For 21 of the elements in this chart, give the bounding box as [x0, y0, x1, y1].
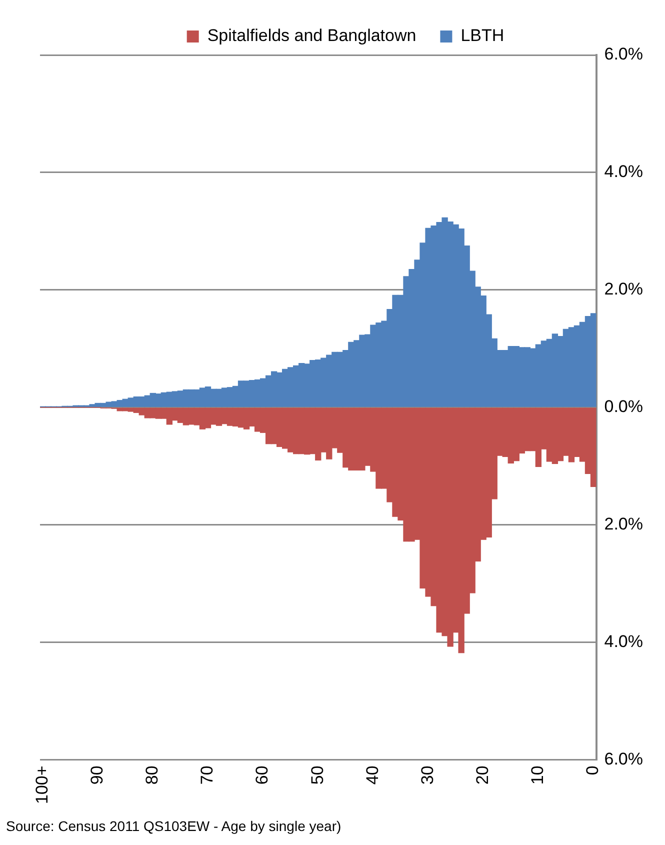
x-tick-label: 10 — [528, 766, 548, 785]
y-tick-label: 6.0% — [604, 44, 643, 64]
x-tick-label: 50 — [308, 766, 327, 785]
y-tick-label: 2.0% — [604, 280, 643, 299]
x-tick-label: 80 — [142, 766, 162, 785]
x-tick-label: 90 — [88, 766, 107, 785]
y-tick-label: 6.0% — [604, 749, 643, 768]
y-tick-label: 0.0% — [604, 397, 643, 416]
x-tick-label: 30 — [418, 766, 437, 785]
y-tick-label: 2.0% — [604, 514, 643, 534]
source-note: Source: Census 2011 QS103EW - Age by single year) — [6, 818, 342, 834]
x-tick-label: 0 — [583, 766, 602, 776]
y-tick-label: 4.0% — [604, 632, 643, 651]
legend-label: Spitalfields and Banglatown — [207, 26, 416, 46]
y-tick-label: 4.0% — [604, 162, 643, 182]
x-tick-label: 60 — [252, 766, 272, 785]
x-tick-label: 100+ — [32, 766, 52, 804]
x-tick-label: 70 — [198, 766, 217, 785]
legend-label: LBTH — [460, 26, 504, 46]
x-tick-label: 20 — [473, 766, 492, 785]
x-tick-label: 40 — [362, 766, 382, 785]
